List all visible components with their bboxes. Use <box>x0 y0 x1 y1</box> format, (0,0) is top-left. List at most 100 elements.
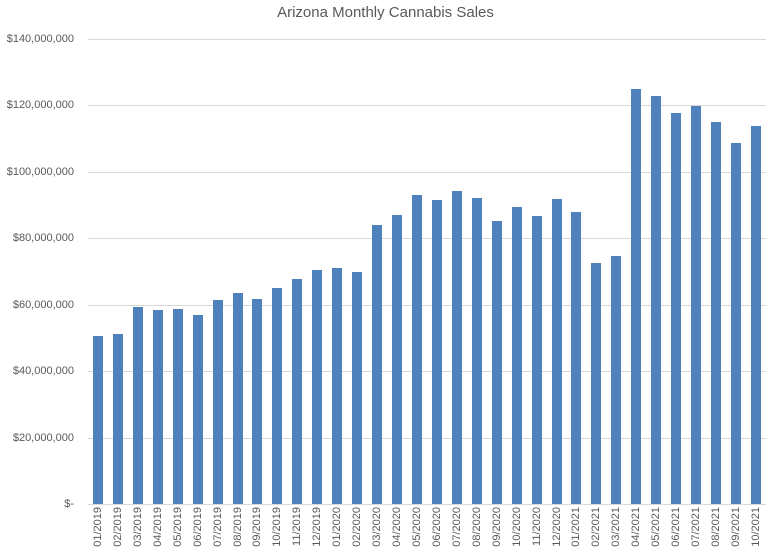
gridline <box>88 238 766 240</box>
x-tick-cell: 08/2021 <box>706 507 726 547</box>
x-tick-label: 11/2020 <box>530 507 543 546</box>
bar <box>232 293 243 504</box>
x-tick-label: 02/2020 <box>351 507 364 547</box>
bar <box>172 308 183 504</box>
x-tick-label: 06/2020 <box>430 507 443 547</box>
y-tick-label: $20,000,000 <box>12 431 74 444</box>
x-tick-label: 11/2019 <box>291 507 304 546</box>
x-tick-cell: 08/2020 <box>467 507 487 547</box>
y-tick-label: $140,000,000 <box>6 33 74 45</box>
x-tick-label: 05/2021 <box>650 507 663 547</box>
x-tick-cell: 09/2019 <box>248 507 268 547</box>
x-tick-label: 06/2021 <box>670 507 683 547</box>
bar-slot <box>108 39 128 504</box>
x-tick-cell: 02/2021 <box>586 507 606 547</box>
bar <box>92 335 103 504</box>
bar <box>292 279 303 504</box>
gridline <box>88 371 766 373</box>
y-tick-label: $40,000,000 <box>12 365 74 378</box>
x-tick-cell: 10/2021 <box>746 507 766 547</box>
bar-slot <box>347 39 367 504</box>
x-tick-cell: 01/2019 <box>88 507 108 547</box>
bar <box>152 310 163 504</box>
x-axis-labels: 01/2019 02/2019 03/2019 04/2019 05/2019 06/20… <box>88 507 766 547</box>
x-tick-cell: 05/2019 <box>168 507 188 547</box>
x-tick-label: 07/2020 <box>450 507 463 547</box>
bar <box>411 194 422 504</box>
bar <box>671 113 682 504</box>
bar <box>212 300 223 504</box>
x-tick-label: 05/2019 <box>171 507 184 547</box>
x-tick-label: 01/2020 <box>331 507 344 547</box>
x-tick-label: 10/2019 <box>271 507 284 547</box>
x-tick-cell: 09/2020 <box>487 507 507 547</box>
y-tick-label: $80,000,000 <box>12 232 74 245</box>
bar-slot <box>666 39 686 504</box>
x-tick-label: 07/2021 <box>690 507 703 547</box>
y-tick-label: $100,000,000 <box>6 165 74 178</box>
bar <box>611 256 622 504</box>
x-tick-cell: 12/2020 <box>547 507 567 547</box>
bar-slot <box>267 39 287 504</box>
y-axis-labels: $- $20,000,000 $40,000,000 $60,000,000 $80,0… <box>0 33 74 510</box>
x-tick-label: 10/2021 <box>749 507 762 547</box>
x-tick-cell: 04/2020 <box>387 507 407 547</box>
bar <box>431 200 442 504</box>
x-tick-cell: 10/2020 <box>507 507 527 547</box>
x-tick-label: 04/2020 <box>391 507 404 547</box>
x-tick-label: 08/2019 <box>231 507 244 547</box>
gridline <box>88 39 766 40</box>
x-tick-label: 06/2019 <box>191 507 204 547</box>
x-tick-label: 09/2019 <box>251 507 264 547</box>
bar-series <box>88 39 766 504</box>
x-tick-cell: 11/2019 <box>287 507 307 547</box>
bar <box>252 299 263 504</box>
x-tick-label: 12/2019 <box>311 507 324 547</box>
x-tick-cell: 06/2019 <box>188 507 208 547</box>
x-tick-cell: 11/2020 <box>527 507 547 547</box>
x-tick-label: 04/2021 <box>630 507 643 547</box>
bar-slot <box>248 39 268 504</box>
x-tick-label: 08/2021 <box>710 507 723 547</box>
bar-slot <box>547 39 567 504</box>
bar <box>730 142 741 504</box>
bar-slot <box>427 39 447 504</box>
bar-slot <box>148 39 168 504</box>
x-tick-cell: 07/2021 <box>686 507 706 547</box>
x-tick-cell: 04/2021 <box>626 507 646 547</box>
bar-slot <box>88 39 108 504</box>
bar <box>372 225 383 504</box>
x-tick-label: 09/2020 <box>490 507 503 547</box>
x-tick-cell: 09/2021 <box>726 507 746 547</box>
bar-slot <box>128 39 148 504</box>
x-tick-label: 08/2020 <box>470 507 483 547</box>
bar-slot <box>726 39 746 504</box>
x-tick-cell: 03/2021 <box>606 507 626 547</box>
x-tick-label: 10/2020 <box>510 507 523 547</box>
bar <box>352 272 363 504</box>
x-tick-label: 03/2019 <box>131 507 144 547</box>
x-tick-cell: 06/2021 <box>666 507 686 547</box>
bar <box>272 288 283 504</box>
bar <box>312 269 323 504</box>
y-tick-label: $120,000,000 <box>6 99 74 112</box>
gridline <box>88 437 766 439</box>
bar-slot <box>228 39 248 504</box>
x-tick-cell: 04/2019 <box>148 507 168 547</box>
bar <box>631 89 642 504</box>
x-tick-cell: 02/2020 <box>347 507 367 547</box>
bar-slot <box>327 39 347 504</box>
bar <box>511 207 522 504</box>
bar <box>571 212 582 504</box>
bar-slot <box>188 39 208 504</box>
x-tick-label: 03/2021 <box>610 507 623 547</box>
x-tick-cell: 03/2019 <box>128 507 148 547</box>
x-tick-label: 01/2021 <box>570 507 583 547</box>
bar <box>192 315 203 504</box>
bar-slot <box>287 39 307 504</box>
x-tick-label: 04/2019 <box>151 507 164 547</box>
bar <box>591 262 602 504</box>
x-tick-label: 03/2020 <box>371 507 384 547</box>
bar-slot <box>387 39 407 504</box>
